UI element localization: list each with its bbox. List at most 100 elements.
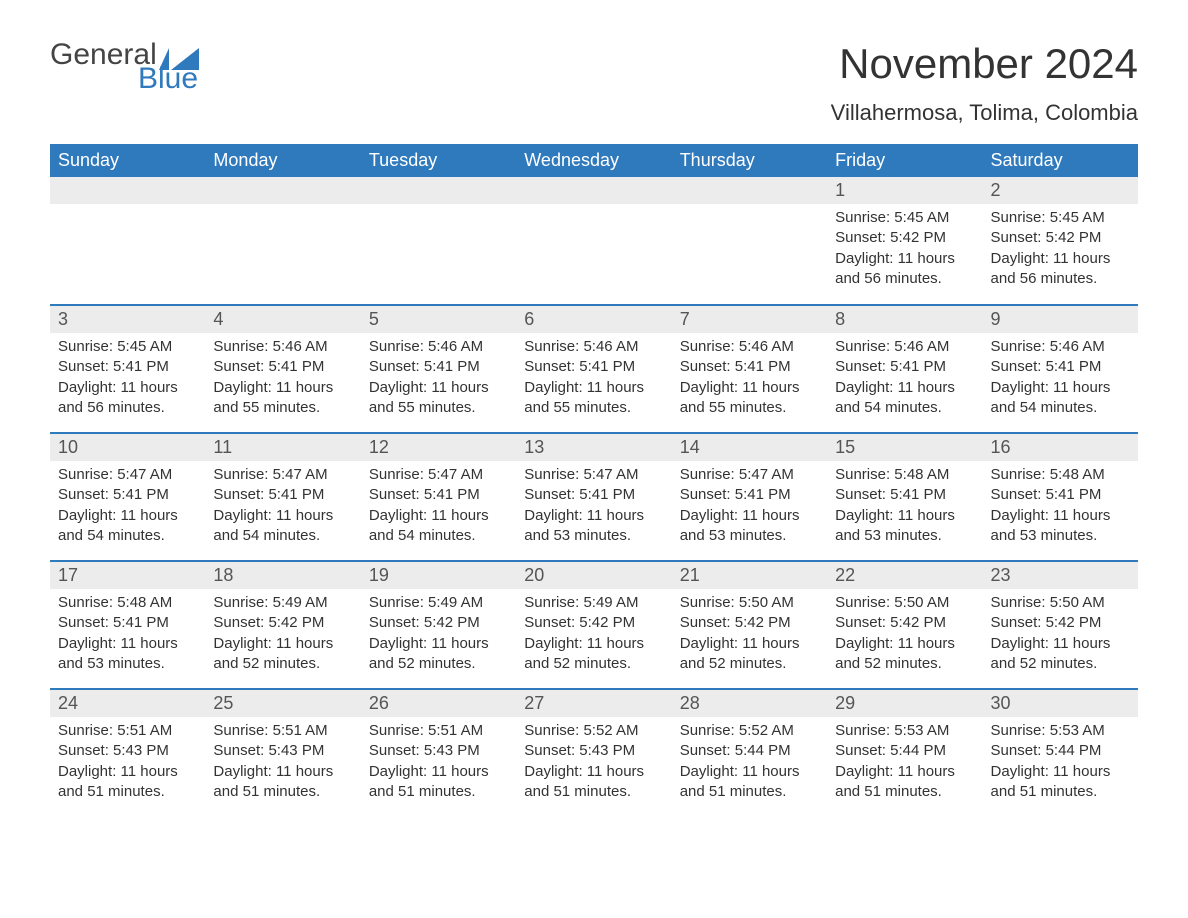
day-number: 30 bbox=[983, 690, 1138, 717]
day-info: Sunrise: 5:47 AMSunset: 5:41 PMDaylight:… bbox=[672, 461, 827, 554]
calendar-body: 1Sunrise: 5:45 AMSunset: 5:42 PMDaylight… bbox=[50, 177, 1138, 817]
day-info: Sunrise: 5:50 AMSunset: 5:42 PMDaylight:… bbox=[827, 589, 982, 682]
daylight-line: Daylight: 11 hours and 53 minutes. bbox=[835, 506, 974, 547]
daylight-line: Daylight: 11 hours and 51 minutes. bbox=[680, 762, 819, 803]
daylight-line: Daylight: 11 hours and 54 minutes. bbox=[991, 378, 1130, 419]
day-number: 19 bbox=[361, 562, 516, 589]
sunrise-line: Sunrise: 5:46 AM bbox=[680, 337, 819, 357]
weekday-header-row: SundayMondayTuesdayWednesdayThursdayFrid… bbox=[50, 144, 1138, 177]
day-cell: 23Sunrise: 5:50 AMSunset: 5:42 PMDayligh… bbox=[983, 561, 1138, 689]
day-cell bbox=[672, 177, 827, 305]
sunset-line: Sunset: 5:41 PM bbox=[680, 485, 819, 505]
sunset-line: Sunset: 5:44 PM bbox=[680, 741, 819, 761]
day-cell: 29Sunrise: 5:53 AMSunset: 5:44 PMDayligh… bbox=[827, 689, 982, 817]
sunrise-line: Sunrise: 5:47 AM bbox=[680, 465, 819, 485]
daylight-line: Daylight: 11 hours and 52 minutes. bbox=[835, 634, 974, 675]
day-info: Sunrise: 5:45 AMSunset: 5:42 PMDaylight:… bbox=[827, 204, 982, 297]
day-number: 17 bbox=[50, 562, 205, 589]
daylight-line: Daylight: 11 hours and 51 minutes. bbox=[991, 762, 1130, 803]
sunset-line: Sunset: 5:42 PM bbox=[991, 613, 1130, 633]
day-number: 9 bbox=[983, 306, 1138, 333]
day-cell bbox=[361, 177, 516, 305]
sunset-line: Sunset: 5:41 PM bbox=[213, 357, 352, 377]
day-cell bbox=[50, 177, 205, 305]
day-info: Sunrise: 5:46 AMSunset: 5:41 PMDaylight:… bbox=[983, 333, 1138, 426]
sunrise-line: Sunrise: 5:50 AM bbox=[835, 593, 974, 613]
day-cell: 7Sunrise: 5:46 AMSunset: 5:41 PMDaylight… bbox=[672, 305, 827, 433]
daylight-line: Daylight: 11 hours and 51 minutes. bbox=[213, 762, 352, 803]
weekday-header: Monday bbox=[205, 144, 360, 177]
sunrise-line: Sunrise: 5:48 AM bbox=[991, 465, 1130, 485]
day-info: Sunrise: 5:50 AMSunset: 5:42 PMDaylight:… bbox=[983, 589, 1138, 682]
daylight-line: Daylight: 11 hours and 54 minutes. bbox=[58, 506, 197, 547]
day-info: Sunrise: 5:47 AMSunset: 5:41 PMDaylight:… bbox=[516, 461, 671, 554]
day-info: Sunrise: 5:52 AMSunset: 5:43 PMDaylight:… bbox=[516, 717, 671, 810]
sunset-line: Sunset: 5:41 PM bbox=[58, 357, 197, 377]
daylight-line: Daylight: 11 hours and 51 minutes. bbox=[524, 762, 663, 803]
weekday-header: Sunday bbox=[50, 144, 205, 177]
day-info: Sunrise: 5:48 AMSunset: 5:41 PMDaylight:… bbox=[827, 461, 982, 554]
day-number: 12 bbox=[361, 434, 516, 461]
calendar-table: SundayMondayTuesdayWednesdayThursdayFrid… bbox=[50, 144, 1138, 817]
empty-day-bar bbox=[672, 177, 827, 204]
day-info: Sunrise: 5:49 AMSunset: 5:42 PMDaylight:… bbox=[516, 589, 671, 682]
daylight-line: Daylight: 11 hours and 52 minutes. bbox=[680, 634, 819, 675]
day-number: 24 bbox=[50, 690, 205, 717]
day-cell: 5Sunrise: 5:46 AMSunset: 5:41 PMDaylight… bbox=[361, 305, 516, 433]
sunset-line: Sunset: 5:42 PM bbox=[835, 228, 974, 248]
sunset-line: Sunset: 5:41 PM bbox=[213, 485, 352, 505]
sunset-line: Sunset: 5:41 PM bbox=[524, 357, 663, 377]
sunrise-line: Sunrise: 5:48 AM bbox=[58, 593, 197, 613]
sunset-line: Sunset: 5:43 PM bbox=[369, 741, 508, 761]
day-number: 3 bbox=[50, 306, 205, 333]
month-title: November 2024 bbox=[831, 40, 1138, 88]
day-info: Sunrise: 5:48 AMSunset: 5:41 PMDaylight:… bbox=[983, 461, 1138, 554]
daylight-line: Daylight: 11 hours and 52 minutes. bbox=[213, 634, 352, 675]
day-info: Sunrise: 5:51 AMSunset: 5:43 PMDaylight:… bbox=[50, 717, 205, 810]
day-cell: 27Sunrise: 5:52 AMSunset: 5:43 PMDayligh… bbox=[516, 689, 671, 817]
week-row: 17Sunrise: 5:48 AMSunset: 5:41 PMDayligh… bbox=[50, 561, 1138, 689]
day-cell: 21Sunrise: 5:50 AMSunset: 5:42 PMDayligh… bbox=[672, 561, 827, 689]
sunset-line: Sunset: 5:44 PM bbox=[991, 741, 1130, 761]
sunset-line: Sunset: 5:42 PM bbox=[213, 613, 352, 633]
daylight-line: Daylight: 11 hours and 52 minutes. bbox=[991, 634, 1130, 675]
sunset-line: Sunset: 5:41 PM bbox=[991, 357, 1130, 377]
sunrise-line: Sunrise: 5:50 AM bbox=[680, 593, 819, 613]
day-cell: 17Sunrise: 5:48 AMSunset: 5:41 PMDayligh… bbox=[50, 561, 205, 689]
location: Villahermosa, Tolima, Colombia bbox=[831, 100, 1138, 126]
sunset-line: Sunset: 5:42 PM bbox=[991, 228, 1130, 248]
day-info: Sunrise: 5:48 AMSunset: 5:41 PMDaylight:… bbox=[50, 589, 205, 682]
day-cell: 6Sunrise: 5:46 AMSunset: 5:41 PMDaylight… bbox=[516, 305, 671, 433]
day-cell: 25Sunrise: 5:51 AMSunset: 5:43 PMDayligh… bbox=[205, 689, 360, 817]
day-cell: 12Sunrise: 5:47 AMSunset: 5:41 PMDayligh… bbox=[361, 433, 516, 561]
sunset-line: Sunset: 5:42 PM bbox=[835, 613, 974, 633]
daylight-line: Daylight: 11 hours and 54 minutes. bbox=[835, 378, 974, 419]
day-number: 23 bbox=[983, 562, 1138, 589]
sunrise-line: Sunrise: 5:46 AM bbox=[835, 337, 974, 357]
daylight-line: Daylight: 11 hours and 52 minutes. bbox=[369, 634, 508, 675]
sunrise-line: Sunrise: 5:45 AM bbox=[835, 208, 974, 228]
day-info: Sunrise: 5:52 AMSunset: 5:44 PMDaylight:… bbox=[672, 717, 827, 810]
day-cell bbox=[516, 177, 671, 305]
weekday-header: Wednesday bbox=[516, 144, 671, 177]
day-info: Sunrise: 5:49 AMSunset: 5:42 PMDaylight:… bbox=[205, 589, 360, 682]
day-info: Sunrise: 5:45 AMSunset: 5:42 PMDaylight:… bbox=[983, 204, 1138, 297]
day-info: Sunrise: 5:45 AMSunset: 5:41 PMDaylight:… bbox=[50, 333, 205, 426]
week-row: 10Sunrise: 5:47 AMSunset: 5:41 PMDayligh… bbox=[50, 433, 1138, 561]
sunset-line: Sunset: 5:41 PM bbox=[58, 613, 197, 633]
day-number: 13 bbox=[516, 434, 671, 461]
day-info: Sunrise: 5:46 AMSunset: 5:41 PMDaylight:… bbox=[361, 333, 516, 426]
day-info: Sunrise: 5:46 AMSunset: 5:41 PMDaylight:… bbox=[205, 333, 360, 426]
sunrise-line: Sunrise: 5:46 AM bbox=[369, 337, 508, 357]
sunrise-line: Sunrise: 5:47 AM bbox=[524, 465, 663, 485]
daylight-line: Daylight: 11 hours and 53 minutes. bbox=[524, 506, 663, 547]
sunset-line: Sunset: 5:42 PM bbox=[680, 613, 819, 633]
day-number: 10 bbox=[50, 434, 205, 461]
empty-day-bar bbox=[205, 177, 360, 204]
sunrise-line: Sunrise: 5:53 AM bbox=[835, 721, 974, 741]
day-number: 11 bbox=[205, 434, 360, 461]
sunset-line: Sunset: 5:41 PM bbox=[680, 357, 819, 377]
sunrise-line: Sunrise: 5:46 AM bbox=[524, 337, 663, 357]
day-info: Sunrise: 5:53 AMSunset: 5:44 PMDaylight:… bbox=[983, 717, 1138, 810]
sunrise-line: Sunrise: 5:46 AM bbox=[213, 337, 352, 357]
